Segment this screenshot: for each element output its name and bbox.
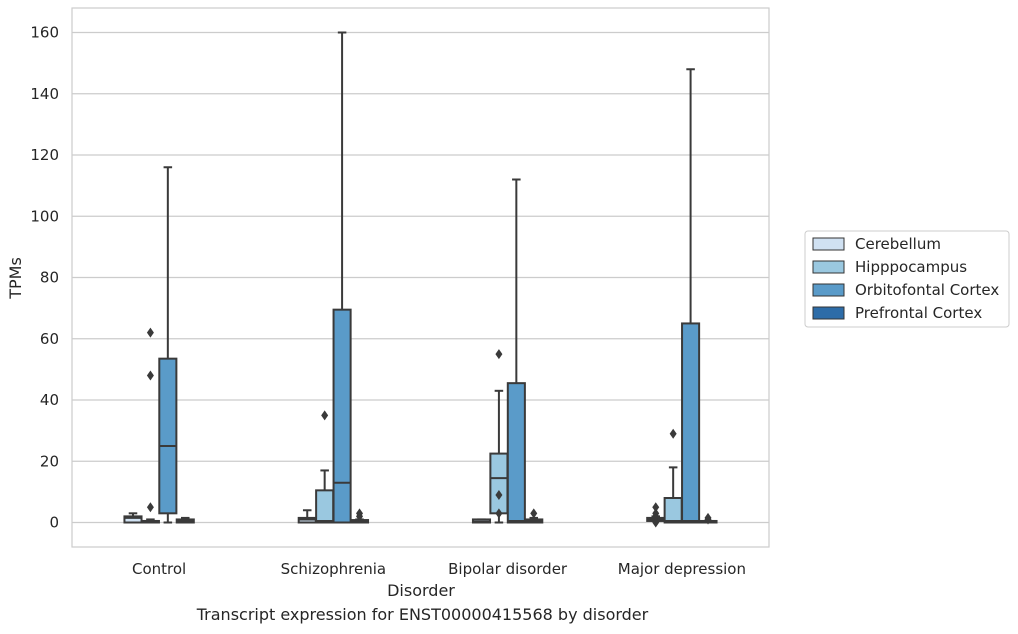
x-tick-label: Bipolar disorder (448, 560, 568, 578)
y-tick-label: 0 (49, 514, 59, 532)
box-hipppocampus (663, 428, 683, 524)
outlier-point (146, 327, 154, 338)
legend-swatch (812, 260, 845, 274)
outlier-point (652, 508, 660, 519)
legend-label: Hipppocampus (855, 258, 967, 276)
legend-label: Prefrontal Cortex (855, 304, 982, 322)
y-tick-label: 100 (30, 207, 59, 225)
box-body (123, 515, 143, 524)
legend-frame (804, 230, 1010, 328)
x-tick-label: Control (132, 560, 186, 578)
box-prefrontal-cortex (349, 508, 370, 524)
outlier-point (652, 502, 660, 513)
y-tick-label: 120 (30, 146, 59, 164)
legend-swatch (812, 283, 845, 297)
box-orbitofontal-cortex (681, 68, 701, 524)
x-tick-label: Major depression (618, 560, 746, 578)
y-tick-labels: 0 20 40 60 80 100 120 140 160 (30, 24, 59, 532)
y-tick-label: 140 (30, 85, 59, 103)
box-cerebellum (297, 509, 317, 524)
y-tick-label: 80 (40, 269, 59, 287)
y-tick-label: 20 (40, 452, 59, 470)
outlier-point (652, 517, 660, 528)
outlier-point (495, 508, 503, 519)
y-tick-label: 60 (40, 330, 59, 348)
box-body (663, 497, 683, 524)
outlier-point (495, 349, 503, 360)
plot-frame (71, 7, 770, 548)
box-cerebellum (123, 512, 143, 524)
outlier-point (146, 370, 154, 381)
box-marks (123, 31, 718, 528)
outlier-point (495, 489, 503, 500)
legend: Cerebellum Hipppocampus Orbitofontal Corte… (804, 230, 1010, 328)
box-prefrontal-cortex (524, 508, 544, 524)
legend-swatch (812, 237, 845, 251)
x-tick-label: Schizophrenia (281, 560, 386, 578)
legend-label: Orbitofontal Cortex (855, 281, 999, 299)
box-orbitofontal-cortex (158, 166, 178, 524)
outlier-point (669, 428, 677, 439)
x-tick-labels: Control Schizophrenia Bipolar disorder Majo… (132, 560, 746, 578)
outlier-point (356, 508, 364, 519)
box-cerebellum (646, 502, 666, 528)
outlier-point (321, 410, 329, 421)
box-hipppocampus (315, 410, 335, 524)
legend-swatch (812, 306, 845, 320)
box-body (332, 308, 352, 524)
box-body (489, 452, 509, 515)
box-cerebellum (471, 518, 492, 524)
box-body (158, 357, 178, 515)
legend-label: Cerebellum (855, 235, 941, 253)
box-body (315, 489, 335, 524)
box-hipppocampus (140, 327, 160, 524)
x-axis-title: Disorder (387, 581, 455, 600)
box-prefrontal-cortex (698, 512, 718, 525)
chart-caption: Transcript expression for ENST0000041556… (196, 605, 649, 624)
outlier-point (146, 502, 154, 513)
y-tick-label: 160 (30, 24, 59, 42)
outlier-point (530, 508, 538, 519)
box-prefrontal-cortex (175, 516, 195, 524)
box-hipppocampus (489, 349, 509, 524)
y-tick-label: 40 (40, 391, 59, 409)
box-orbitofontal-cortex (506, 178, 526, 524)
box-orbitofontal-cortex (332, 31, 352, 524)
outlier-point (704, 512, 712, 523)
box-body (681, 322, 701, 524)
box-body (506, 382, 526, 524)
y-axis-title: TPMs (6, 257, 25, 300)
grid-lines (72, 31, 769, 524)
